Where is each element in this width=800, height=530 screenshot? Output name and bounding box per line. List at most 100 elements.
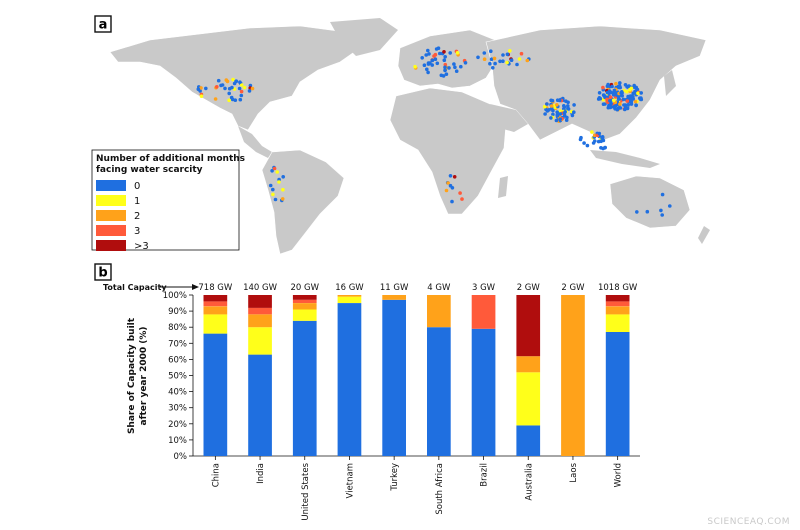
legend-title-line1: Number of additional months <box>96 154 245 164</box>
arabia-landmass <box>490 104 528 132</box>
dam-site-dot-288 <box>219 83 223 88</box>
bar-7-series-0 <box>516 425 541 456</box>
dam-site-dot-373 <box>489 49 493 53</box>
dam-site-dot-244 <box>463 61 468 65</box>
dam-site-dot-17 <box>614 81 618 86</box>
dam-site-dot-134 <box>618 102 622 106</box>
dam-site-dot-301 <box>199 94 204 98</box>
bars <box>203 295 630 456</box>
dam-site-dot-248 <box>447 66 451 70</box>
dam-site-dot-281 <box>250 86 255 91</box>
dam-site-dot-177 <box>566 104 570 108</box>
bar-3-series-2 <box>337 295 362 297</box>
dam-site-dot-370 <box>509 58 514 62</box>
dam-site-dot-110 <box>611 93 616 97</box>
dam-site-dot-310 <box>585 143 590 148</box>
dam-site-markers <box>196 46 672 217</box>
dam-site-dot-263 <box>433 52 438 57</box>
category-label-6: Brazil <box>480 463 490 487</box>
dam-site-dot-260 <box>426 70 430 75</box>
bar-2-series-0 <box>292 320 317 456</box>
dam-site-dot-303 <box>229 95 234 100</box>
dam-site-dot-215 <box>554 118 559 123</box>
legend-swatch-1 <box>96 195 126 206</box>
capacity-labels: 718 GW 140 GW 20 GW 16 GW 11 GW 4 GW 3 GW 2 GW 2… <box>198 283 638 293</box>
dam-site-dot-217 <box>558 117 562 121</box>
world-map <box>92 14 712 255</box>
dam-site-dot-213 <box>562 105 567 109</box>
dam-site-dot-374 <box>517 57 522 61</box>
bar-3-series-0 <box>337 303 362 456</box>
bar-0-series-4 <box>203 295 228 302</box>
dam-site-dot-205 <box>572 110 576 114</box>
dam-site-dot-251 <box>453 65 457 70</box>
dam-site-dot-99 <box>626 103 630 107</box>
capacity-label-1: 140 GW <box>243 283 278 293</box>
dam-site-dot-354 <box>482 51 487 55</box>
dam-site-dot-340 <box>275 170 280 174</box>
dam-site-dot-296 <box>230 85 234 90</box>
dam-site-dot-343 <box>277 180 281 184</box>
dam-site-dot-169 <box>551 112 555 117</box>
dam-site-dot-302 <box>238 80 242 84</box>
dam-site-dot-234 <box>441 74 446 78</box>
dam-site-dot-328 <box>582 141 586 145</box>
bar-4-series-2 <box>382 295 406 300</box>
map-legend: Number of additional months facing water… <box>91 149 245 252</box>
africa-landmass <box>389 87 507 215</box>
y-tick-label-6: 60% <box>168 355 187 365</box>
legend-swatch-2 <box>96 210 126 221</box>
dam-site-dot-274 <box>237 86 242 91</box>
dam-site-dot-198 <box>547 108 551 112</box>
dam-site-dot-226 <box>422 63 427 67</box>
dam-site-dot-196 <box>565 115 569 120</box>
dam-site-dot-380 <box>660 192 665 197</box>
capacity-label-5: 4 GW <box>427 283 451 293</box>
dam-site-dot-295 <box>247 89 252 93</box>
dam-site-dot-361 <box>505 52 510 57</box>
dam-site-dot-149 <box>601 93 606 97</box>
dam-site-dot-273 <box>227 91 231 96</box>
dam-site-dot-334 <box>270 169 274 173</box>
dam-site-dot-323 <box>590 130 594 134</box>
dam-site-dot-345 <box>460 197 464 201</box>
dam-site-dot-222 <box>427 52 431 56</box>
dam-site-dot-335 <box>273 197 278 202</box>
bar-8-series-2 <box>561 295 585 456</box>
bar-7-series-4 <box>516 295 541 357</box>
category-label-9: World <box>614 463 624 487</box>
dam-site-dot-142 <box>625 106 630 111</box>
dam-site-dot-141 <box>633 89 637 94</box>
dam-site-dot-297 <box>238 97 243 102</box>
bar-4-series-0 <box>382 299 406 456</box>
madagascar-landmass <box>498 176 508 198</box>
category-labels: China India United States Vietnam Turkey Sout… <box>211 456 624 521</box>
dam-site-dot-372 <box>519 51 524 56</box>
dam-site-dot-341 <box>268 183 273 188</box>
dam-site-dot-216 <box>558 112 563 116</box>
bar-2-series-3 <box>292 299 317 303</box>
legend-label-2: 2 <box>134 211 140 222</box>
dam-site-dot-364 <box>493 61 497 66</box>
dam-site-dot-332 <box>271 187 275 192</box>
dam-site-dot-144 <box>619 91 623 95</box>
australia-landmass <box>609 175 691 229</box>
bar-5-series-2 <box>427 295 451 328</box>
dam-site-dot-250 <box>425 67 429 72</box>
dam-site-dot-383 <box>635 210 639 214</box>
total-capacity-label: Total Capacity <box>103 283 167 292</box>
bar-0-series-0 <box>203 333 228 456</box>
capacity-label-4: 11 GW <box>380 283 409 293</box>
bar-1-series-4 <box>248 295 272 308</box>
bar-9-series-3 <box>605 301 630 307</box>
dam-site-dot-91 <box>628 87 632 92</box>
bar-6-series-0 <box>471 328 496 456</box>
dam-site-dot-355 <box>498 59 502 64</box>
dam-site-dot-259 <box>455 51 460 55</box>
dam-site-dot-236 <box>424 53 429 57</box>
legend-swatch-0 <box>96 180 126 191</box>
dam-site-dot-339 <box>272 166 277 171</box>
y-tick-label-2: 20% <box>168 420 187 430</box>
indonesia-landmass <box>590 150 660 168</box>
dam-site-dot-7 <box>625 89 629 94</box>
